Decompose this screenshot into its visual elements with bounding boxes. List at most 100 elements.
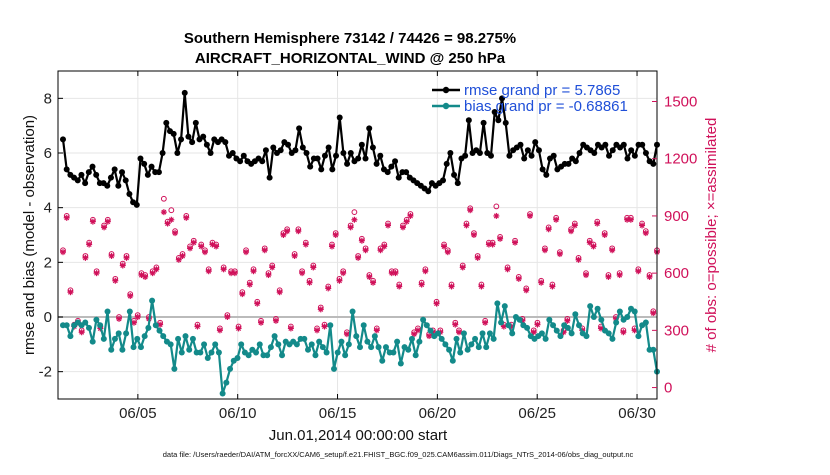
obs-assimilated-point <box>250 268 257 275</box>
obs-assimilated-point <box>470 232 477 238</box>
rmse-point <box>502 119 509 126</box>
obs-assimilated-point <box>347 224 354 231</box>
obs-assimilated-point <box>134 314 141 320</box>
bias-point <box>524 324 531 331</box>
obs-assimilated-stroke <box>105 219 111 225</box>
rmse-point <box>178 136 185 143</box>
obs-assimilated-point <box>392 270 399 277</box>
obs-assimilated-point <box>246 281 253 288</box>
bias-point <box>468 341 475 348</box>
obs-assimilated-stroke <box>639 222 645 228</box>
rmse-point <box>602 141 609 148</box>
rmse-point <box>126 191 133 197</box>
bias-point <box>356 344 363 351</box>
obs-assimilated-point <box>433 300 440 307</box>
bias-point <box>483 344 490 351</box>
bias-point <box>331 365 338 372</box>
bias-point <box>390 349 397 356</box>
x-tick-label: 06/20 <box>419 405 457 422</box>
rmse-point <box>392 158 399 165</box>
y-axis-label: rmse and bias (model - observation) <box>21 115 38 355</box>
bias-point <box>178 349 185 356</box>
rmse-point <box>454 180 461 187</box>
obs-assimilated-point <box>523 287 530 294</box>
bias-point <box>319 344 326 351</box>
obs-assimilated-stroke <box>280 232 286 238</box>
rmse-point <box>307 163 314 170</box>
obs-assimilated-stroke <box>602 232 608 238</box>
bias-point <box>408 335 415 342</box>
rmse-point <box>476 150 483 156</box>
series-layer <box>59 89 660 397</box>
obs-assimilated-stroke <box>101 224 107 230</box>
bias-point <box>238 341 245 348</box>
obs-assimilated-stroke <box>247 282 253 288</box>
obs-assimilated-point <box>526 212 533 219</box>
rmse-point <box>550 152 557 159</box>
obs-assimilated-stroke <box>583 272 589 278</box>
obs-assimilated-point <box>627 216 634 223</box>
obs-assimilated-stroke <box>370 280 376 286</box>
obs-assimilated-stroke <box>411 331 417 337</box>
obs-assimilated-point <box>351 216 358 223</box>
obs-assimilated-point <box>123 254 130 261</box>
rmse-point <box>155 169 162 176</box>
bias-point <box>457 349 464 356</box>
obs-assimilated-point <box>650 310 657 317</box>
obs-assimilated-point <box>299 270 306 277</box>
rmse-point <box>170 130 177 137</box>
obs-assimilated-stroke <box>512 240 518 246</box>
rmse-point <box>506 152 513 159</box>
bias-point <box>642 319 649 326</box>
bias-point <box>650 346 657 353</box>
obs-assimilated-stroke <box>501 324 507 330</box>
bias-point <box>501 303 508 310</box>
bias-point <box>305 346 312 353</box>
obs-possible-point <box>493 203 500 210</box>
obs-assimilated-point <box>314 327 321 334</box>
obs-assimilated-stroke <box>456 329 462 335</box>
obs-assimilated-point <box>583 272 590 279</box>
rmse-point <box>642 150 649 156</box>
obs-assimilated-point <box>538 279 545 286</box>
obs-assimilated-stroke <box>516 276 522 282</box>
obs-assimilated-point <box>336 277 343 284</box>
obs-assimilated-point <box>231 270 238 277</box>
bias-point <box>368 344 375 351</box>
rmse-point <box>122 177 129 184</box>
bias-point <box>293 341 300 348</box>
obs-assimilated-stroke <box>628 217 634 223</box>
grid <box>58 71 657 399</box>
obs-assimilated-point <box>190 239 197 246</box>
obs-assimilated-stroke <box>217 327 223 333</box>
rmse-point <box>491 109 498 115</box>
bias-point <box>204 355 211 361</box>
bias-point <box>449 357 456 364</box>
obs-assimilated-point <box>276 289 283 296</box>
obs-assimilated-stroke <box>381 243 387 249</box>
obs-assimilated-stroke <box>176 257 182 263</box>
bias-point <box>379 357 386 364</box>
obs-assimilated-point <box>418 281 425 288</box>
obs-assimilated-point <box>399 224 406 231</box>
obs-assimilated-point <box>194 323 201 330</box>
y-right-tick-label: 900 <box>664 208 689 225</box>
obs-assimilated-stroke <box>314 327 320 333</box>
obs-assimilated-stroke <box>523 287 529 293</box>
rmse-point <box>369 144 376 151</box>
rmse-point <box>539 166 546 173</box>
rmse-point <box>174 150 181 156</box>
rmse-point <box>355 155 362 162</box>
obs-assimilated-point <box>609 247 616 254</box>
obs-assimilated-point <box>224 314 231 320</box>
bias-point <box>201 341 208 348</box>
obs-assimilated-point <box>269 264 276 271</box>
obs-assimilated-stroke <box>617 272 623 278</box>
obs-assimilated-point <box>198 243 205 250</box>
rmse-point <box>222 139 229 146</box>
obs-assimilated-stroke <box>329 243 335 249</box>
obs-assimilated-point <box>474 254 481 261</box>
obs-assimilated-stroke <box>620 329 626 335</box>
bias-point <box>279 352 286 359</box>
rmse-point <box>144 171 151 178</box>
